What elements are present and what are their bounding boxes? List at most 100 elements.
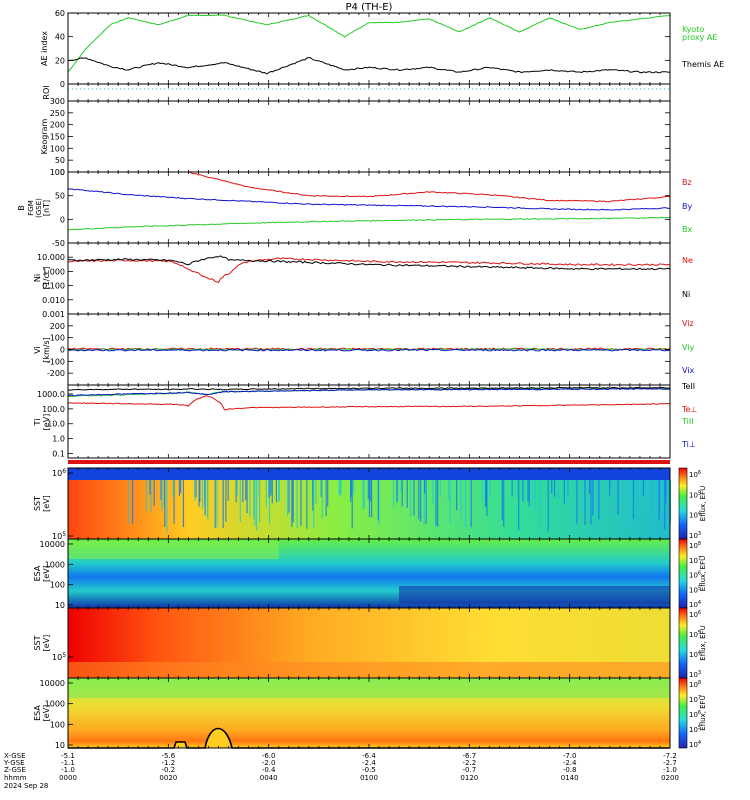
density-Ni [67,255,671,271]
sst_i-ytick: 105 [52,652,66,662]
sst-e-streak [566,480,568,501]
sst-e-streak [164,480,166,527]
y-tick-label: -200 [47,369,65,378]
bfgm-yunit: [nT] [42,200,51,216]
sst-e-streak [484,480,487,507]
x-tick-gse-y: -1.2 [161,759,175,767]
sst-e-streak [406,480,408,508]
y-tick-label: -100 [47,357,65,366]
esa-e-patch [68,541,279,559]
sst-e-streak [242,480,244,502]
y-tick-label: 50 [55,192,65,201]
sst-e-streak [236,480,238,496]
sst-e-streak [270,480,272,496]
legend-Vix: Vix [682,366,695,375]
sst-e-streak [503,480,505,527]
sst-e-streak [367,480,369,499]
sst-e-streak [321,480,323,519]
sst-e-streak [425,480,427,516]
sst-e-streak [254,480,256,527]
y-tick-label: -50 [52,239,65,248]
sst-e-streak [312,480,314,511]
sst-e-streak [239,480,241,522]
sst-e-streak [518,480,520,531]
sst_e-cbar-tick: 106 [689,470,701,479]
legend-kyoto: Kyoto [682,25,704,34]
sst-e-streak [511,480,513,497]
sst-i-lowband [68,662,670,678]
esa_i-ylabel: ESA [33,705,42,721]
sst-e-streak [350,480,352,497]
sst-e-streak [222,480,224,529]
sst-e-streak [292,480,294,523]
sst-e-streak [265,480,267,507]
y-tick-label: 0 [60,168,65,177]
x-tick-gse-z: -0.5 [362,766,376,774]
sst_i-colorbar [678,607,688,679]
sst_e-cbar-tick: 105 [689,490,701,499]
sst-e-streak [207,480,209,520]
legend-Ne: Ne [682,256,693,265]
y-tick-label: 10.0 [47,420,65,429]
sst-e-streak [278,480,280,501]
x-tick-gse-z: -1.0 [663,766,677,774]
x-row-label: Y-GSE [3,759,25,767]
sst-e-streak [619,480,621,504]
sst-e-streak [271,480,273,504]
ae-series-0 [67,14,671,73]
x-tick-time: 0040 [260,774,278,782]
sst-e-streak [216,480,218,528]
bfgm-Bz [188,171,671,203]
esa_e-cbar-tick: 107 [689,556,701,565]
sst-e-streak [288,480,290,513]
ae-ylabel: AE index [40,31,49,66]
esa-i-overlay-curve [68,727,670,749]
sst-e-streak [401,480,403,507]
legend-By: By [682,202,692,211]
esa_i-spectrogram [68,678,670,748]
sst-e-streak [368,480,371,518]
esa_i-yunit: [eV] [42,705,51,722]
sst-e-streak [268,480,271,524]
sst-e-streak [617,480,619,515]
x-tick-gse-z: -0.4 [262,766,276,774]
density-frame [67,242,671,315]
sst-e-streak [339,480,341,497]
esa_e-cbar-label: Eflux, EFU [699,556,707,591]
sst_e-cbar-tick: 103 [689,531,701,540]
esa_i-cbar-label: Eflux, EFU [699,695,707,730]
legend-Viy: Viy [682,343,695,352]
sst-e-streak [338,480,340,496]
sst-e-streak [377,480,379,520]
y-tick-label: 0.001 [42,310,65,319]
sst-e-streak [132,480,134,524]
sst-e-streak [325,480,327,516]
sst-e-streak [258,480,260,498]
y-tick-label: 1.000 [42,267,65,276]
legend-Bz: Bz [682,178,692,187]
esa_i-ytick: 10 [55,741,65,750]
x-row-label: hhmm [4,774,27,782]
sst-e-streak [465,480,467,527]
x-tick-gse-x: -7.2 [663,752,677,760]
sst-e-streak [424,480,426,494]
sst-e-streak [397,480,399,501]
sst-e-streak [306,480,308,529]
sst-e-streak [249,480,251,517]
y-tick-label: 0.1 [52,450,65,459]
y-tick-label: 1000.0 [37,390,65,399]
x-row-label: 2024 Sep 28 [4,782,48,790]
esa_e-ytick: 100 [50,581,65,590]
x-tick-gse-z: -0.2 [161,766,175,774]
sst-e-streak [278,480,280,502]
sst-e-streak [661,480,663,514]
sst-e-streak [227,480,229,501]
esa_e-ytick: 1000 [45,560,65,569]
sst-e-streak [658,480,660,520]
bfgm-ylabel-1: B [17,205,26,211]
sst-e-streak [275,480,277,503]
sst-e-streak [642,480,644,496]
sst-e-streak [201,480,203,510]
sst-e-streak [655,480,657,517]
esa_e-cbar-tick: 104 [689,600,701,609]
